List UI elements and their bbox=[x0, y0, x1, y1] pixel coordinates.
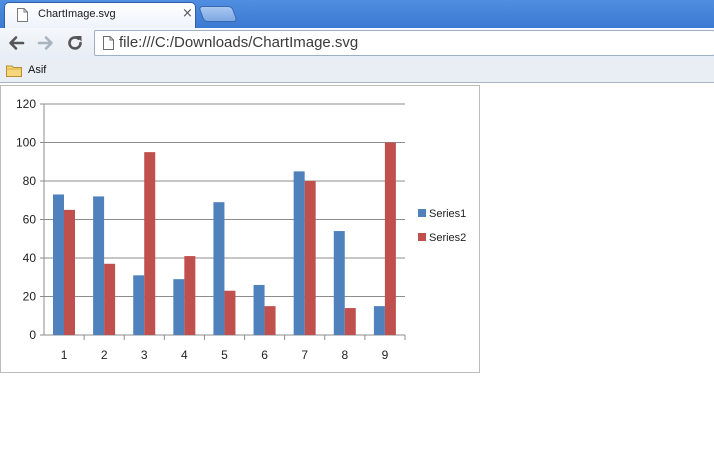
page-icon bbox=[17, 8, 28, 22]
bar-series2 bbox=[144, 152, 156, 335]
bar-series1 bbox=[93, 196, 105, 335]
tab-chartimage[interactable]: ChartImage.svg × bbox=[4, 2, 196, 28]
tab-title: ChartImage.svg bbox=[38, 8, 116, 20]
bar-series2 bbox=[184, 256, 196, 335]
y-tick-label: 20 bbox=[23, 290, 37, 304]
bar-series1 bbox=[173, 279, 185, 335]
x-tick-label: 3 bbox=[141, 348, 148, 362]
bar-series2 bbox=[104, 263, 116, 335]
y-tick-label: 100 bbox=[16, 136, 36, 150]
x-tick-label: 7 bbox=[301, 348, 308, 362]
bar-series1 bbox=[213, 202, 225, 335]
bar-series2 bbox=[344, 308, 356, 335]
x-tick-label: 4 bbox=[181, 348, 188, 362]
bookmarks-bar: Asif bbox=[0, 59, 714, 83]
back-arrow-icon[interactable] bbox=[7, 34, 25, 52]
reload-icon[interactable] bbox=[66, 34, 84, 52]
x-tick-label: 1 bbox=[61, 348, 68, 362]
bar-series1 bbox=[133, 275, 145, 335]
legend-label: Series2 bbox=[429, 232, 466, 244]
bar-series1 bbox=[373, 306, 385, 335]
folder-icon bbox=[6, 65, 22, 77]
legend-label: Series1 bbox=[429, 208, 466, 220]
bar-series2 bbox=[224, 290, 236, 335]
new-tab-button[interactable] bbox=[198, 6, 238, 22]
address-url: file:///C:/Downloads/ChartImage.svg bbox=[119, 34, 359, 51]
address-bar[interactable]: file:///C:/Downloads/ChartImage.svg bbox=[94, 30, 714, 56]
y-tick-label: 60 bbox=[23, 213, 37, 227]
tab-close-button[interactable]: × bbox=[182, 6, 193, 21]
x-tick-label: 2 bbox=[101, 348, 108, 362]
bar-series1 bbox=[53, 194, 64, 335]
bar-series1 bbox=[253, 284, 265, 335]
legend-swatch bbox=[418, 209, 426, 217]
bar-series2 bbox=[264, 306, 276, 335]
bar-series1 bbox=[333, 231, 345, 335]
y-tick-label: 0 bbox=[29, 328, 36, 342]
bar-series2 bbox=[384, 142, 396, 335]
bar-chart: 0 20 40 60 80 100 120 1 2 3 4 5 6 7 8 9 Series1 Series2 bbox=[16, 97, 466, 362]
bar-series2 bbox=[304, 181, 316, 335]
bar-series1 bbox=[293, 171, 305, 335]
chart-frame: 0 20 40 60 80 100 120 1 2 3 4 5 6 7 8 9 Series1 Series2 bbox=[0, 85, 480, 373]
x-tick-label: 6 bbox=[261, 348, 268, 362]
y-tick-label: 120 bbox=[16, 97, 36, 111]
forward-arrow-icon[interactable] bbox=[37, 34, 55, 52]
bookmark-folder-label: Asif bbox=[28, 64, 47, 76]
legend-swatch bbox=[418, 233, 426, 241]
bar-series2 bbox=[64, 209, 75, 335]
tab-strip: ChartImage.svg × bbox=[0, 0, 714, 28]
y-tick-label: 80 bbox=[23, 174, 37, 188]
x-tick-label: 9 bbox=[382, 348, 389, 362]
x-tick-label: 5 bbox=[221, 348, 228, 362]
page-content: 0 20 40 60 80 100 120 1 2 3 4 5 6 7 8 9 Series1 Series2 bbox=[0, 84, 714, 472]
page-icon bbox=[103, 36, 114, 50]
y-tick-label: 40 bbox=[23, 251, 37, 265]
x-tick-label: 8 bbox=[341, 348, 348, 362]
